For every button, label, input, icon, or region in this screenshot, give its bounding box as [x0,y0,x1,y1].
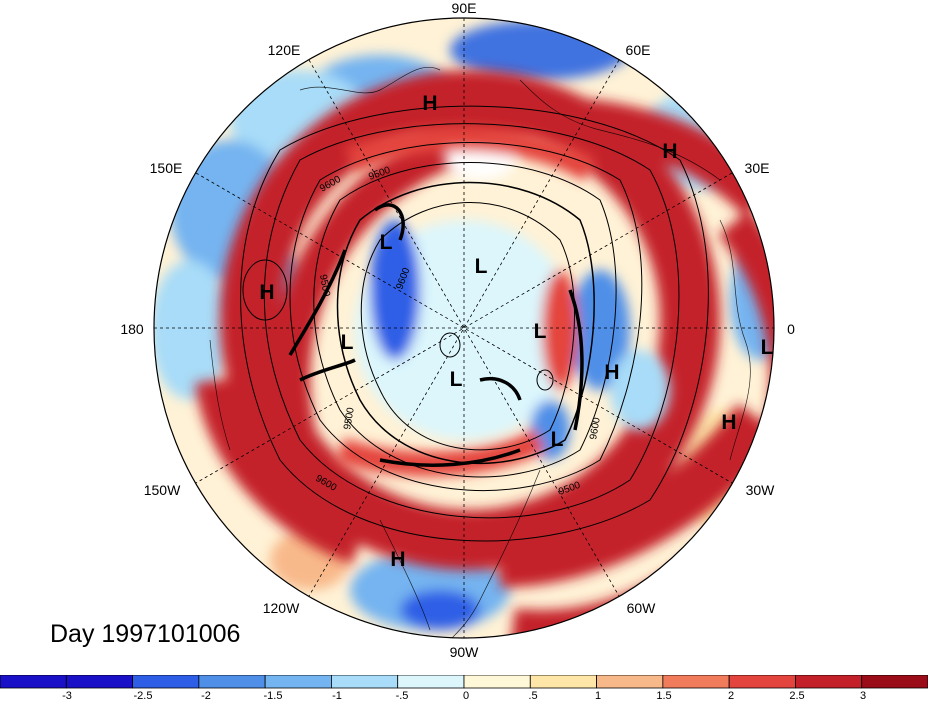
lon-label-150e: 150E [149,160,183,176]
colorbar-tick: -3 [62,690,72,702]
colorbar-segment [65,675,133,689]
colorbar-tick: -1.5 [263,690,283,702]
pressure-center-high: H [721,411,737,434]
colorbar-segment [397,675,465,689]
pressure-center-low: L [449,368,463,391]
anomaly-field [154,18,774,638]
contour-label: 9600 [588,416,603,440]
colorbar-segment [132,675,200,689]
pressure-center-low: L [533,320,547,343]
colorbar-segment [861,675,928,689]
pressure-center-low: L [550,428,564,451]
pressure-center-high: H [604,361,620,384]
colorbar [0,675,928,689]
colorbar-tick: -2 [201,690,211,702]
colorbar-segment [198,675,266,689]
colorbar-tick: 1.5 [656,690,672,702]
colorbar-segment [728,675,796,689]
lon-label-120w: 120W [262,600,300,616]
lon-label-60e: 60E [625,42,651,58]
colorbar-tick: -1 [332,690,342,702]
lon-label-150w: 150W [143,482,181,498]
colorbar-segment [463,675,531,689]
colorbar-segment [662,675,730,689]
graticule [154,18,774,638]
jet-contours [288,203,584,467]
pressure-center-high: H [259,281,275,304]
colorbar-segment [596,675,664,689]
lon-label-120e: 120E [267,42,301,58]
pressure-center-high: H [390,548,406,571]
colorbar-segment [795,675,863,689]
lon-label-30e: 30E [744,160,770,176]
polar-stereographic-map: 9600 9500 9500 9600 9500 9600 9600 9500 [153,17,775,639]
colorbar-tick: 1 [594,690,602,702]
pressure-center-low: L [474,255,488,278]
colorbar-tick: 3 [859,690,867,702]
pressure-center-high: H [422,92,438,115]
contour-label: 9500 [342,406,357,430]
lon-label-90e: 90E [451,0,477,16]
colorbar-tick: -.5 [395,690,409,702]
colorbar-tick: 2.5 [789,690,805,702]
pressure-center-low: L [340,331,354,354]
pressure-center-high: H [662,140,678,163]
colorbar-segment [0,675,67,689]
lon-label-30w: 30W [745,482,775,498]
contour-label: 9500 [317,274,332,298]
colorbar-tick: 2 [727,690,735,702]
colorbar-tick: .5 [528,690,538,702]
pressure-center-low: L [760,336,774,359]
colorbar-segment [264,675,332,689]
map-boundary [153,17,775,639]
colorbar-segment [331,675,399,689]
lon-label-0: 0 [787,321,795,337]
lon-label-90w: 90W [449,644,479,660]
pressure-center-low: L [379,231,393,254]
plot-title: Day 1997101006 [50,620,241,648]
colorbar-segment [529,675,597,689]
coastlines [209,66,751,638]
lon-label-180: 180 [120,321,144,337]
lon-label-60w: 60W [626,600,656,616]
colorbar-tick: -2.5 [133,690,153,702]
height-contours [240,105,709,542]
colorbar-tick: 0 [462,690,470,702]
